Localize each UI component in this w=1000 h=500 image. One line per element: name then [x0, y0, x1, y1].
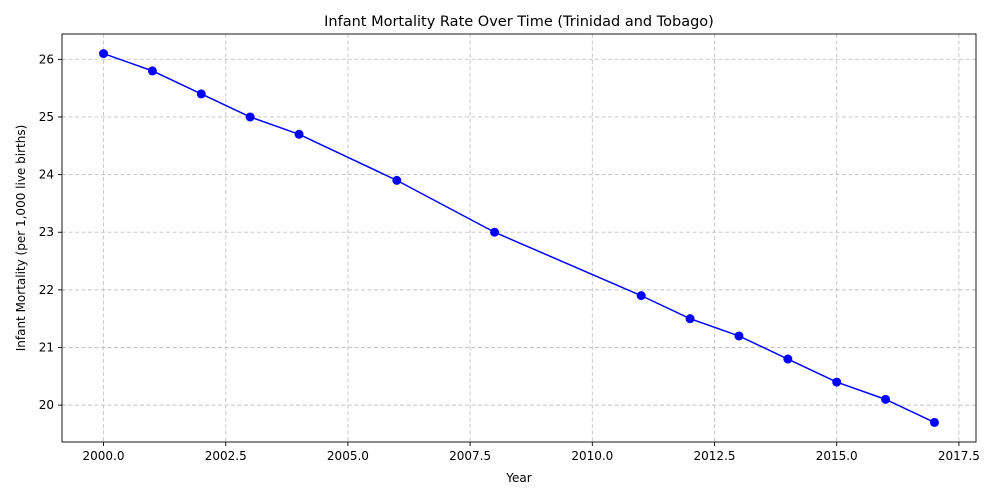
x-axis-label: Year — [505, 471, 531, 485]
y-tick-label: 23 — [39, 225, 54, 239]
data-point — [832, 377, 842, 387]
y-axis-label: Infant Mortality (per 1,000 live births) — [14, 125, 28, 352]
data-point — [734, 331, 744, 341]
data-point — [245, 112, 255, 122]
series-line — [103, 52, 935, 424]
data-point — [783, 354, 793, 364]
data-point — [490, 227, 500, 237]
axes: 2000.0 2002.5 2005.0 2007.5 2010.0 2012.5 2015… — [39, 33, 980, 463]
chart-title: Infant Mortality Rate Over Time (Trinida… — [324, 14, 714, 30]
x-tick-label: 2015.0 — [816, 449, 858, 463]
x-tick-label: 2007.5 — [449, 449, 491, 463]
y-tick-label: 25 — [39, 110, 54, 124]
x-tick-label: 2002.5 — [205, 449, 247, 463]
data-point — [636, 291, 646, 301]
data-point — [392, 175, 402, 185]
x-tick-label: 2012.5 — [694, 449, 736, 463]
data-point — [881, 394, 891, 404]
data-point — [294, 129, 304, 139]
data-point — [99, 49, 109, 59]
data-point — [685, 314, 695, 324]
x-tick-label: 2017.5 — [938, 449, 980, 463]
plot-frame — [61, 33, 977, 443]
y-tick-label: 22 — [39, 283, 54, 297]
y-tick-label: 26 — [39, 52, 54, 66]
y-tick-label: 24 — [39, 168, 54, 182]
y-tick-label: 21 — [39, 340, 54, 354]
y-tick-label: 20 — [39, 398, 54, 412]
x-tick-label: 2000.0 — [83, 449, 125, 463]
x-tick-label: 2010.0 — [571, 449, 613, 463]
grid — [62, 34, 976, 442]
data-point — [196, 89, 206, 99]
series-layer — [99, 49, 939, 427]
data-point — [147, 66, 157, 76]
data-point — [929, 417, 939, 427]
x-tick-label: 2005.0 — [327, 449, 369, 463]
